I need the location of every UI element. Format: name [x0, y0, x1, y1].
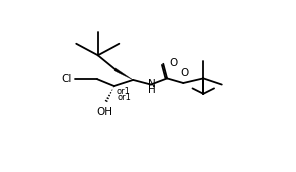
Text: O: O [180, 68, 188, 78]
Text: or1: or1 [116, 87, 130, 96]
Text: O: O [169, 58, 178, 68]
Text: or1: or1 [118, 93, 132, 102]
Text: Cl: Cl [61, 74, 72, 84]
Polygon shape [114, 68, 133, 80]
Text: OH: OH [97, 107, 113, 117]
Text: H: H [148, 85, 156, 95]
Text: N: N [148, 79, 156, 89]
